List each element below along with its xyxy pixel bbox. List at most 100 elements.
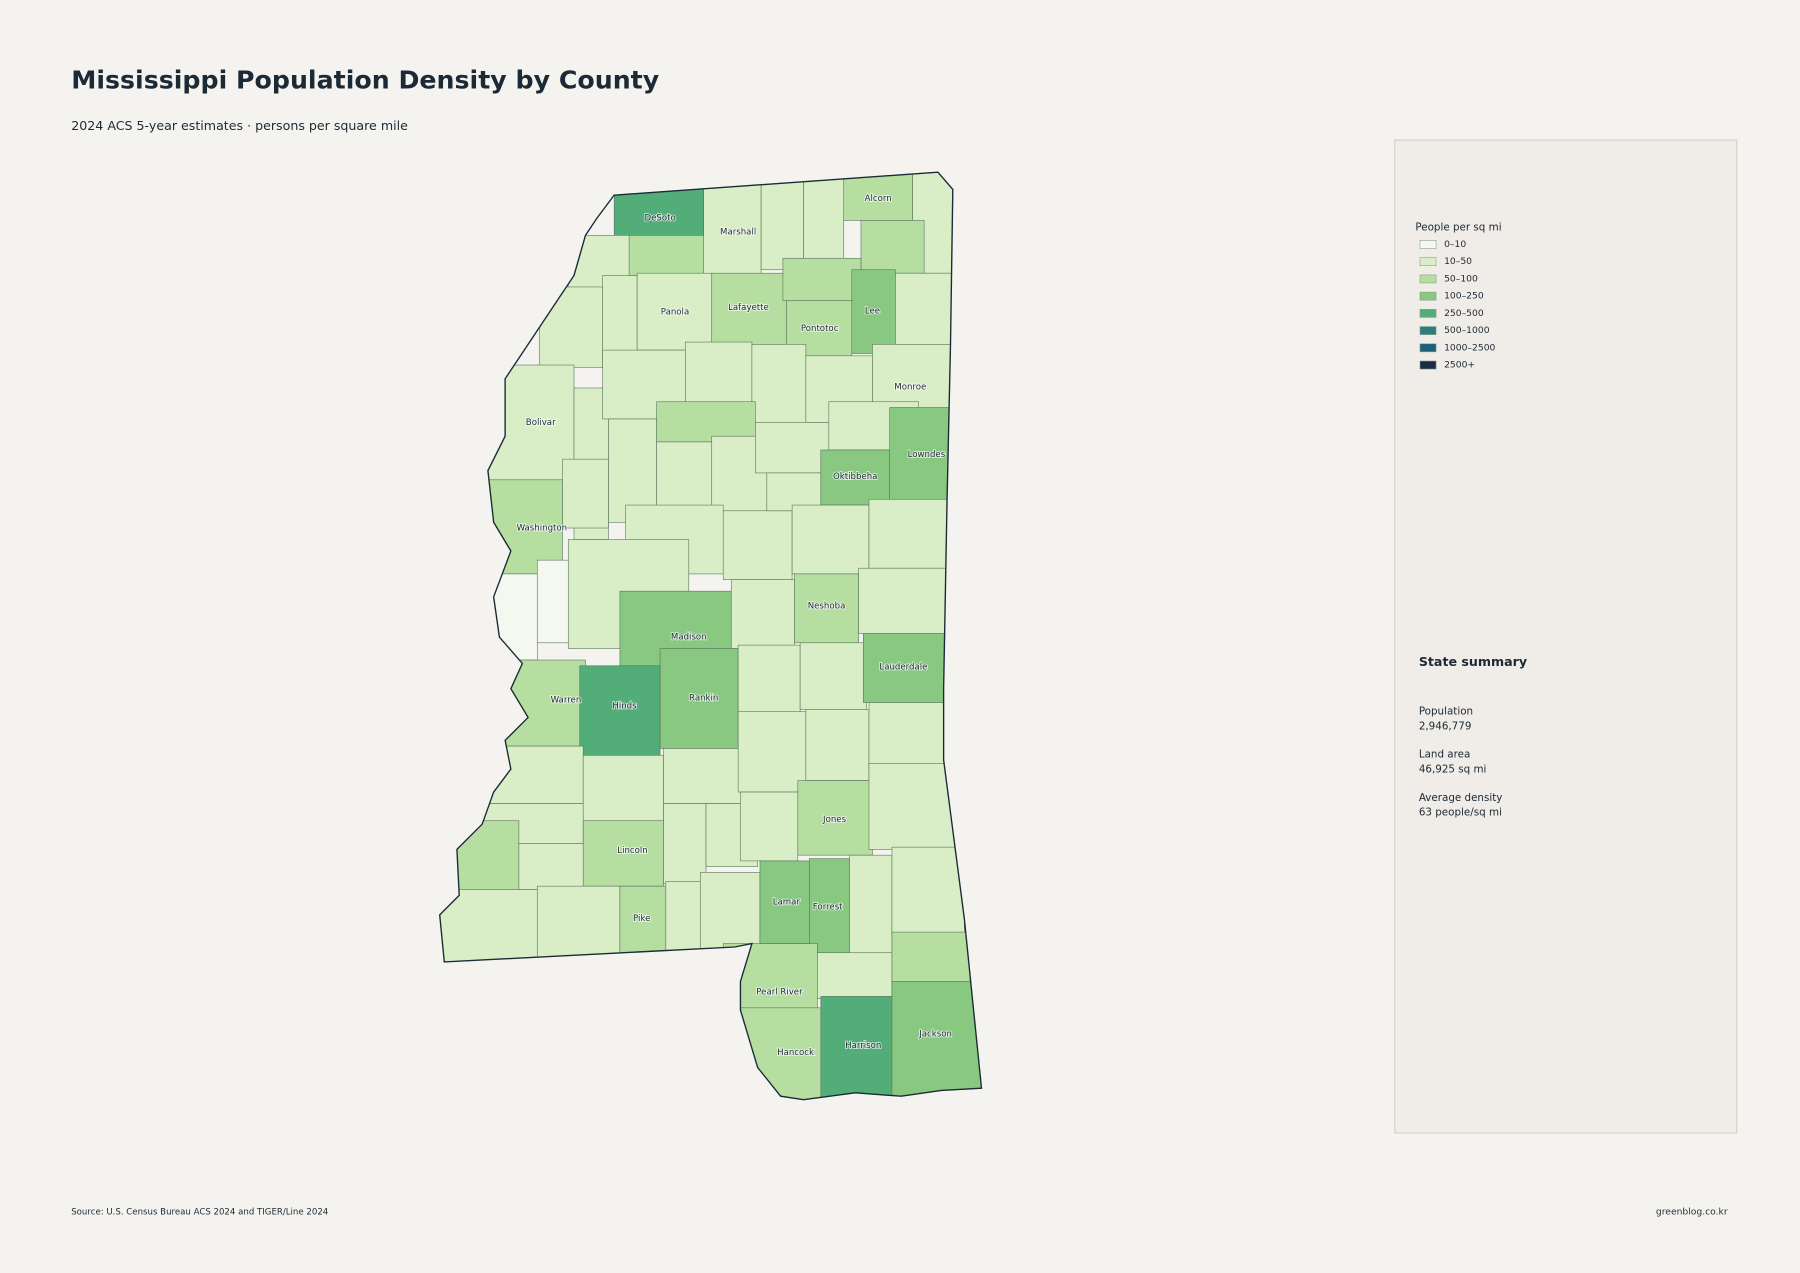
legend-swatch	[1419, 240, 1437, 249]
county-label: Monroe	[894, 382, 926, 392]
county	[656, 401, 756, 443]
legend-title: People per sq mi	[1415, 221, 1501, 233]
summary-label: Average density	[1419, 792, 1503, 804]
county	[536, 885, 621, 959]
county-label: Pearl River	[756, 987, 803, 997]
county	[628, 235, 713, 276]
summary-value: 63 people/sq mi	[1419, 807, 1502, 819]
county	[685, 341, 753, 405]
county	[820, 449, 890, 506]
county-label: Lincoln	[617, 846, 647, 856]
summary-label: Land area	[1419, 749, 1471, 761]
county-label: Oktibbeha	[833, 472, 877, 482]
county-label: Jones	[822, 815, 847, 825]
legend-swatch	[1419, 257, 1437, 267]
legend-label: 100–250	[1444, 291, 1484, 302]
county-label: Lauderdale	[879, 662, 927, 672]
county	[656, 441, 713, 512]
county	[636, 272, 713, 351]
legend-label: 2500+	[1444, 360, 1475, 371]
county-label: Lamar	[773, 898, 801, 908]
county	[782, 257, 862, 302]
county	[760, 181, 804, 271]
site: greenblog.co.kr	[1656, 1207, 1728, 1218]
county	[730, 579, 795, 649]
county-label: Rankin	[689, 693, 718, 703]
county-label: Jackson	[918, 1030, 952, 1040]
legend-label: 0–10	[1444, 239, 1466, 250]
state-outline	[438, 171, 983, 1101]
county-label: Pontotoc	[801, 324, 839, 334]
legend-label: 250–500	[1444, 308, 1484, 319]
county	[799, 642, 867, 710]
county	[895, 272, 959, 345]
county-label: Neshoba	[808, 602, 846, 612]
summary-title: State summary	[1419, 654, 1527, 669]
summary-value: 46,925 sq mi	[1419, 764, 1487, 776]
county	[766, 472, 822, 512]
summary-value: 2,946,779	[1419, 721, 1472, 733]
county	[659, 648, 739, 749]
county	[737, 644, 801, 715]
legend-swatch	[1419, 309, 1437, 318]
legend-label: 500–1000	[1444, 325, 1490, 336]
county	[562, 458, 609, 529]
county	[849, 854, 893, 956]
county-label: Alcorn	[865, 194, 892, 204]
legend-swatch	[1419, 360, 1437, 370]
label-layer: DeSoto Marshall Alcorn Panola Lafayette Ponto…	[516, 193, 953, 1059]
legend-swatch	[1419, 291, 1437, 301]
county-label: Bolivar	[526, 418, 556, 428]
subtitle: 2024 ACS 5-year estimates · persons per …	[71, 118, 408, 133]
county	[794, 573, 859, 644]
county	[703, 183, 762, 276]
source: Source: U.S. Census Bureau ACS 2024 and …	[71, 1208, 328, 1218]
county	[868, 499, 959, 569]
county-label: Forrest	[813, 902, 843, 912]
county-label: Panola	[661, 308, 689, 318]
county-label: Pike	[633, 914, 650, 924]
county-label: Madison	[671, 633, 707, 643]
county	[891, 981, 982, 1100]
legend-swatch	[1419, 274, 1437, 284]
county-label: Hancock	[777, 1048, 814, 1058]
legend-swatch	[1419, 343, 1437, 353]
county	[582, 755, 664, 825]
county	[663, 748, 753, 804]
county	[803, 177, 845, 259]
county-label: Harrison	[845, 1041, 881, 1051]
county	[755, 422, 830, 474]
legend-label: 10–50	[1444, 256, 1472, 267]
county	[843, 172, 913, 221]
county-layer	[439, 172, 982, 1100]
county	[722, 510, 793, 580]
county	[579, 665, 661, 756]
county-label: Washington	[517, 524, 568, 534]
county	[805, 709, 870, 781]
county-label: Warren	[551, 696, 582, 706]
county	[817, 952, 893, 999]
legend-swatch	[1419, 326, 1437, 335]
county	[759, 860, 810, 944]
county	[860, 220, 925, 274]
county-label: Lee	[865, 307, 880, 317]
county-label: DeSoto	[644, 214, 675, 224]
legend-label: 1000–2500	[1444, 342, 1495, 353]
county	[791, 504, 870, 575]
county-label: Hinds	[612, 701, 637, 711]
summary-label: Population	[1419, 706, 1473, 718]
legend-label: 50–100	[1444, 273, 1478, 284]
title: Mississippi Population Density by County	[71, 65, 659, 94]
county	[737, 711, 807, 793]
county-label: Lafayette	[728, 303, 769, 313]
county	[663, 803, 707, 885]
county-label: Marshall	[720, 227, 756, 237]
county	[797, 780, 873, 856]
county	[858, 567, 959, 634]
county	[665, 881, 701, 959]
county-label: Lowndes	[908, 450, 946, 460]
county	[851, 269, 896, 354]
county	[740, 791, 799, 862]
county	[751, 344, 807, 426]
